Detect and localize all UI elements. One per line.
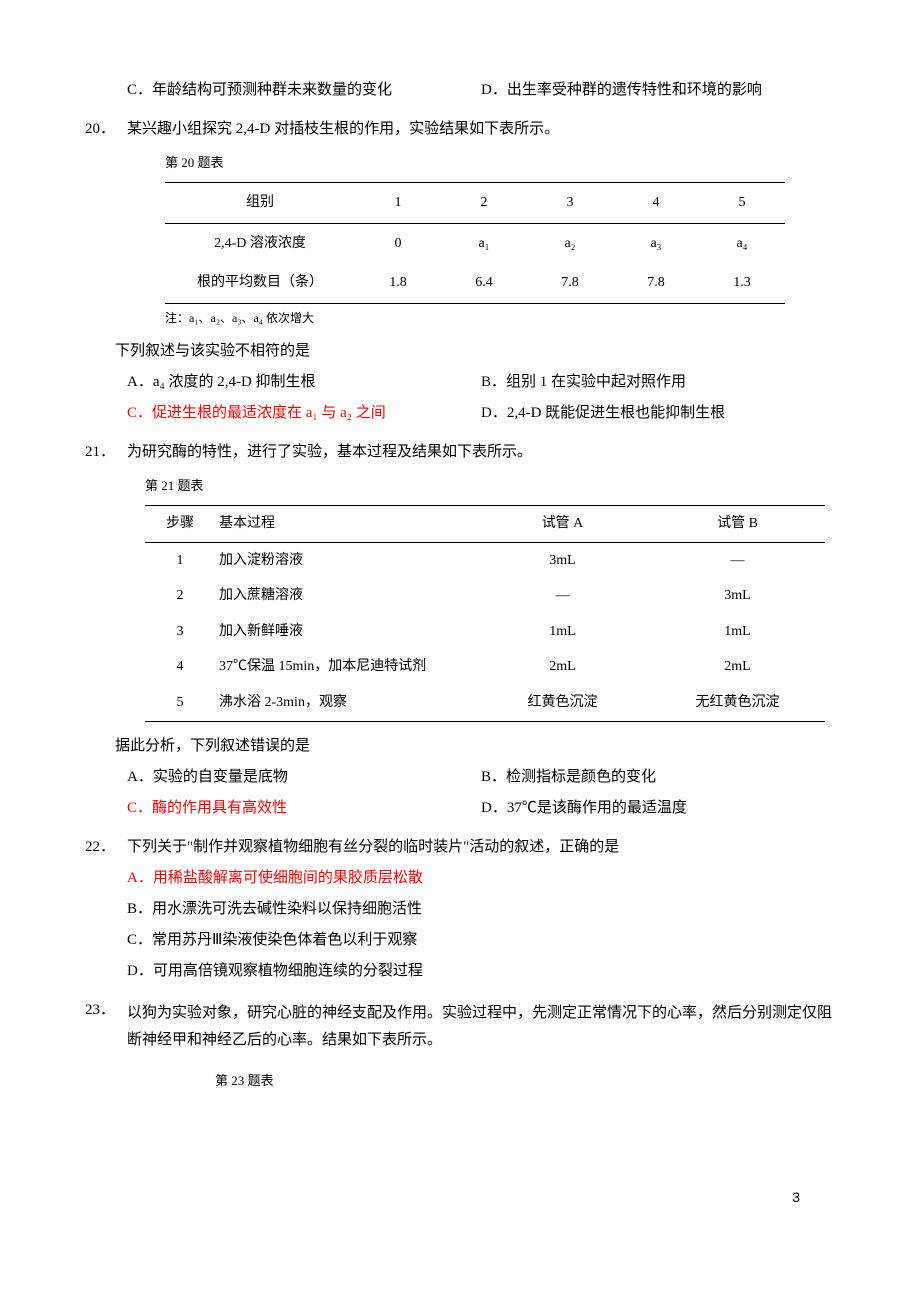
q20-r2-c2: 6.4 xyxy=(441,263,527,303)
q21-r1c1: 1 xyxy=(145,542,215,578)
q21-r2c4: 3mL xyxy=(650,578,825,614)
q21-r2c3: — xyxy=(475,578,650,614)
q22-opt-c: C．常用苏丹Ⅲ染液使染色体着色以利于观察 xyxy=(85,930,835,951)
q21-r2: 2加入蔗糖溶液—3mL xyxy=(145,578,825,614)
q21-r3c1: 3 xyxy=(145,614,215,650)
q21-h3: 试管 B xyxy=(650,505,825,542)
q20-h1: 1 xyxy=(355,183,441,224)
q20-stem: 某兴趣小组探究 2,4-D 对插枝生根的作用，实验结果如下表所示。 xyxy=(127,119,835,140)
q20-r1-c1: 0 xyxy=(355,223,441,263)
q20-opts-ab: A．a₄ 浓度的 2,4-D 抑制生根 B．组别 1 在实验中起对照作用 xyxy=(85,372,835,393)
q21-r4c2: 37℃保温 15min，加本尼迪特试剂 xyxy=(215,649,475,685)
q21-opts-cd: C．酶的作用具有高效性 D．37℃是该酶作用的最适温度 xyxy=(85,798,835,819)
q23: 23． 以狗为实验对象，研究心脏的神经支配及作用。实验过程中，先测定正常情况下的… xyxy=(85,1000,835,1054)
q22-opt-a: A．用稀盐酸解离可使细胞间的果胶质层松散 xyxy=(85,868,835,889)
q20-r1-c3: a₂ xyxy=(527,223,613,263)
q21-stem2: 据此分析，下列叙述错误的是 xyxy=(85,736,835,757)
q21-table: 步骤 基本过程 试管 A 试管 B 1加入淀粉溶液3mL— 2加入蔗糖溶液—3m… xyxy=(145,505,825,722)
q20-opt-a: A．a₄ 浓度的 2,4-D 抑制生根 xyxy=(127,372,481,393)
q20-r2-c5: 1.3 xyxy=(699,263,785,303)
q20-h3: 3 xyxy=(527,183,613,224)
q20-r2-c3: 7.8 xyxy=(527,263,613,303)
q21-r5c4: 无红黄色沉淀 xyxy=(650,685,825,721)
q21-opt-c: C．酶的作用具有高效性 xyxy=(127,798,481,819)
q20-r2-label: 根的平均数目（条） xyxy=(165,263,355,303)
q21-opts-ab: A．实验的自变量是底物 B．检测指标是颜色的变化 xyxy=(85,767,835,788)
q20-h2: 2 xyxy=(441,183,527,224)
q20-opt-d: D．2,4-D 既能促进生根也能抑制生根 xyxy=(481,403,835,424)
q21-opt-b: B．检测指标是颜色的变化 xyxy=(481,767,835,788)
q21-r1c2: 加入淀粉溶液 xyxy=(215,542,475,578)
q21-r2c1: 2 xyxy=(145,578,215,614)
q19-opt-d: D．出生率受种群的遗传特性和环境的影响 xyxy=(481,80,835,101)
q21-r1: 1加入淀粉溶液3mL— xyxy=(145,542,825,578)
q20-row1: 2,4-D 溶液浓度 0 a₁ a₂ a₃ a₄ xyxy=(165,223,785,263)
q20-table: 组别 1 2 3 4 5 2,4-D 溶液浓度 0 a₁ a₂ a₃ a₄ 根的… xyxy=(165,182,785,304)
q21-r1c3: 3mL xyxy=(475,542,650,578)
q20-r2-c1: 1.8 xyxy=(355,263,441,303)
q20-r1-c4: a₃ xyxy=(613,223,699,263)
q21-opt-d: D．37℃是该酶作用的最适温度 xyxy=(481,798,835,819)
q20-table-caption: 第 20 题表 xyxy=(85,154,835,172)
q20-stem2: 下列叙述与该实验不相符的是 xyxy=(85,341,835,362)
page-number: 3 xyxy=(792,1188,800,1208)
q22-number: 22． xyxy=(85,837,127,858)
q21-r5c3: 红黄色沉淀 xyxy=(475,685,650,721)
q20-table-note: 注：a₁、a₂、a₃、a₄ 依次增大 xyxy=(85,310,835,327)
q21-r4c3: 2mL xyxy=(475,649,650,685)
q21-h1: 基本过程 xyxy=(215,505,475,542)
q21: 21． 为研究酶的特性，进行了实验，基本过程及结果如下表所示。 xyxy=(85,442,835,463)
q20-r1-c5: a₄ xyxy=(699,223,785,263)
q21-h0: 步骤 xyxy=(145,505,215,542)
q21-r3c2: 加入新鲜唾液 xyxy=(215,614,475,650)
q21-r5: 5沸水浴 2-3min，观察红黄色沉淀无红黄色沉淀 xyxy=(145,685,825,721)
q20-h0: 组别 xyxy=(165,183,355,224)
q20-row2: 根的平均数目（条） 1.8 6.4 7.8 7.8 1.3 xyxy=(165,263,785,303)
q23-stem: 以狗为实验对象，研究心脏的神经支配及作用。实验过程中，先测定正常情况下的心率，然… xyxy=(127,1000,835,1054)
q20-opt-c: C．促进生根的最适浓度在 a₁ 与 a₂ 之间 xyxy=(127,403,481,424)
q20-h4: 4 xyxy=(613,183,699,224)
q22-opt-d: D．可用高倍镜观察植物细胞连续的分裂过程 xyxy=(85,961,835,982)
q19-options-cd: C．年龄结构可预测种群未来数量的变化 D．出生率受种群的遗传特性和环境的影响 xyxy=(85,80,835,101)
q20: 20． 某兴趣小组探究 2,4-D 对插枝生根的作用，实验结果如下表所示。 xyxy=(85,119,835,140)
q20-header-row: 组别 1 2 3 4 5 xyxy=(165,183,785,224)
q21-r4c4: 2mL xyxy=(650,649,825,685)
q20-opts-cd: C．促进生根的最适浓度在 a₁ 与 a₂ 之间 D．2,4-D 既能促进生根也能… xyxy=(85,403,835,424)
q22: 22． 下列关于"制作并观察植物细胞有丝分裂的临时装片"活动的叙述，正确的是 xyxy=(85,837,835,858)
q20-number: 20． xyxy=(85,119,127,140)
q21-header-row: 步骤 基本过程 试管 A 试管 B xyxy=(145,505,825,542)
q22-opt-b: B．用水漂洗可洗去碱性染料以保持细胞活性 xyxy=(85,899,835,920)
q19-opt-c: C．年龄结构可预测种群未来数量的变化 xyxy=(127,80,481,101)
q21-r3c4: 1mL xyxy=(650,614,825,650)
q21-r1c4: — xyxy=(650,542,825,578)
q21-r5c2: 沸水浴 2-3min，观察 xyxy=(215,685,475,721)
q21-r4c1: 4 xyxy=(145,649,215,685)
q23-number: 23． xyxy=(85,1000,127,1054)
q21-h2: 试管 A xyxy=(475,505,650,542)
q23-table-caption: 第 23 题表 xyxy=(85,1072,835,1090)
q21-number: 21． xyxy=(85,442,127,463)
q21-r2c2: 加入蔗糖溶液 xyxy=(215,578,475,614)
q21-stem: 为研究酶的特性，进行了实验，基本过程及结果如下表所示。 xyxy=(127,442,835,463)
q20-r1-c2: a₁ xyxy=(441,223,527,263)
q21-r4: 437℃保温 15min，加本尼迪特试剂2mL2mL xyxy=(145,649,825,685)
q22-stem: 下列关于"制作并观察植物细胞有丝分裂的临时装片"活动的叙述，正确的是 xyxy=(127,837,835,858)
q20-r1-label: 2,4-D 溶液浓度 xyxy=(165,223,355,263)
q20-opt-b: B．组别 1 在实验中起对照作用 xyxy=(481,372,835,393)
q21-table-caption: 第 21 题表 xyxy=(85,477,835,495)
q21-r3: 3加入新鲜唾液1mL1mL xyxy=(145,614,825,650)
q20-h5: 5 xyxy=(699,183,785,224)
q21-r3c3: 1mL xyxy=(475,614,650,650)
q21-opt-a: A．实验的自变量是底物 xyxy=(127,767,481,788)
q20-r2-c4: 7.8 xyxy=(613,263,699,303)
q21-r5c1: 5 xyxy=(145,685,215,721)
